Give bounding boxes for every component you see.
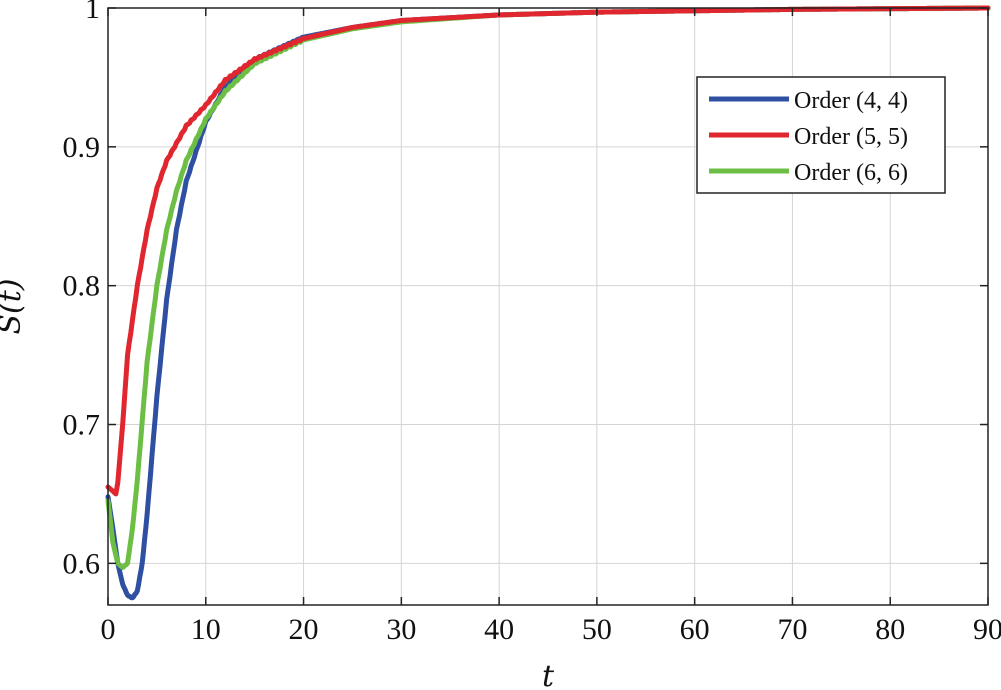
x-tick-label: 10 — [191, 613, 221, 646]
plot-frame — [107, 7, 989, 606]
legend-label: Order (6, 6) — [794, 160, 908, 186]
x-tick-label: 40 — [484, 613, 514, 646]
x-tick-label: 90 — [973, 613, 1001, 646]
y-tick-label: 1 — [85, 0, 100, 25]
x-axis-tick-labels: 0 10 20 30 40 50 60 70 80 90 — [101, 613, 1001, 646]
series-lines — [105, 5, 991, 601]
legend-label: Order (4, 4) — [794, 88, 908, 114]
x-axis-title: t — [542, 659, 555, 690]
legend-label: Order (5, 5) — [794, 124, 908, 150]
legend: Order (4, 4) Order (5, 5) Order (6, 6) — [696, 76, 946, 194]
x-tick-label: 50 — [582, 613, 612, 646]
x-tick-label: 20 — [289, 613, 319, 646]
y-tick-label: 0.6 — [63, 547, 101, 580]
y-tick-label: 0.7 — [63, 409, 101, 442]
y-axis-tick-labels: 0.6 0.7 0.8 0.9 1 — [63, 0, 101, 580]
series-line — [105, 5, 991, 497]
axis-ticks — [107, 7, 989, 605]
y-axis-title: S(t) — [0, 278, 28, 334]
x-tick-label: 70 — [777, 613, 807, 646]
y-tick-label: 0.8 — [63, 270, 101, 303]
x-tick-label: 0 — [101, 613, 116, 646]
x-tick-label: 80 — [875, 613, 905, 646]
x-tick-label: 30 — [386, 613, 416, 646]
y-tick-label: 0.9 — [63, 131, 101, 164]
x-tick-label: 60 — [680, 613, 710, 646]
